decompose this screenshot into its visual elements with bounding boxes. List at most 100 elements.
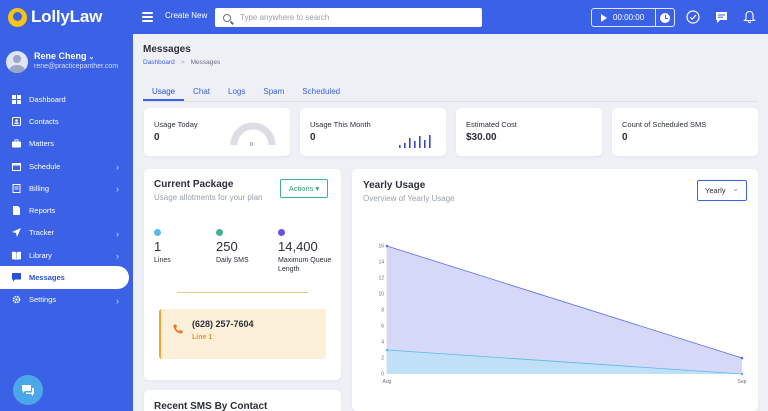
chevron-right-icon: ›: [116, 161, 119, 172]
status-dot: [216, 229, 223, 236]
stat-label: Usage This Month: [310, 120, 371, 129]
mini-bar-chart: [399, 135, 431, 148]
x-tick-label: Aug: [383, 379, 392, 385]
library-icon: [12, 251, 21, 260]
logo[interactable]: LollyLaw: [8, 7, 102, 27]
sidebar-nav: Dashboard Contacts Matters Schedule › Billing…: [0, 88, 133, 311]
create-new-button[interactable]: Create New: [165, 11, 208, 20]
phone-line-card[interactable]: (628) 257-7604 Line 1: [159, 309, 326, 359]
play-icon[interactable]: [601, 13, 607, 22]
card-subtitle: Overview of Yearly Usage: [363, 194, 455, 203]
y-tick-label: 2: [381, 356, 384, 362]
tracker-icon: [12, 228, 21, 238]
sidebar-item-label: Contacts: [29, 116, 59, 126]
current-package-card: Current Package Usage allotments for you…: [144, 169, 341, 380]
search-input[interactable]: [240, 13, 470, 22]
tab-logs[interactable]: Logs: [228, 87, 246, 96]
y-tick-label: 8: [381, 308, 384, 314]
chevron-down-icon[interactable]: ⌄: [88, 54, 95, 61]
card-title: Current Package: [154, 179, 234, 190]
sidebar-item-label: Settings: [29, 295, 57, 305]
sidebar-item-tracker[interactable]: Tracker ›: [0, 222, 133, 244]
messages-icon: [12, 273, 21, 282]
sidebar-item-settings[interactable]: Settings ›: [0, 289, 133, 311]
metric-label: Lines: [154, 257, 171, 264]
top-bar: LollyLaw Create New 00:00:00: [0, 0, 768, 34]
tab-spam[interactable]: Spam: [263, 87, 285, 96]
sidebar-item-label: Schedule: [29, 161, 61, 171]
sidebar-item-label: Billing: [29, 183, 50, 193]
message-icon[interactable]: [713, 9, 729, 25]
gauge-value: 0: [250, 142, 253, 148]
period-select[interactable]: Yearly ⌄: [697, 180, 747, 201]
gear-icon: [12, 295, 21, 304]
tab-chat[interactable]: Chat: [193, 87, 211, 96]
user-profile[interactable]: Rene Cheng ⌄ rene@practicepanther.com: [6, 51, 118, 73]
y-tick-label: 0: [381, 372, 384, 378]
check-circle-icon[interactable]: [685, 9, 701, 25]
sidebar-item-schedule[interactable]: Schedule ›: [0, 155, 133, 177]
card-subtitle: Usage allotments for your plan: [154, 193, 263, 202]
card-title: Recent SMS By Contact: [154, 401, 268, 411]
phone-number: (628) 257-7604: [192, 319, 254, 329]
calendar-icon: [12, 162, 21, 171]
tab-scheduled[interactable]: Scheduled: [302, 87, 341, 96]
yearly-usage-card: Yearly Usage Overview of Yearly Usage Ye…: [352, 169, 758, 411]
hamburger-menu-icon[interactable]: [142, 12, 153, 22]
sidebar-item-contacts[interactable]: Contacts: [0, 110, 133, 132]
sidebar-item-label: Matters: [29, 139, 55, 149]
y-tick-label: 10: [378, 292, 384, 298]
stat-value: $30.00: [466, 132, 497, 143]
sidebar-item-billing[interactable]: Billing ›: [0, 177, 133, 199]
avatar[interactable]: [6, 51, 28, 73]
tab-usage[interactable]: Usage: [143, 81, 185, 101]
y-tick-label: 4: [381, 340, 384, 346]
recent-sms-card: Recent SMS By Contact: [144, 390, 341, 411]
briefcase-icon: [12, 139, 21, 148]
metric-daily-sms: 250 Daily SMS: [216, 229, 249, 265]
tabs-divider: [143, 101, 758, 102]
series-area-0: [387, 246, 742, 374]
search-bar[interactable]: [215, 8, 482, 27]
divider: [177, 292, 308, 293]
sidebar-item-reports[interactable]: Reports: [0, 199, 133, 221]
breadcrumb-link-dashboard[interactable]: Dashboard: [143, 59, 175, 66]
contacts-icon: [12, 116, 21, 126]
metric-value: 1: [154, 239, 162, 254]
timer-widget[interactable]: 00:00:00: [591, 8, 675, 27]
data-point: [740, 356, 744, 360]
chevron-down-icon: ⌄: [732, 184, 739, 193]
data-point: [385, 348, 389, 352]
sidebar-item-label: Reports: [29, 206, 56, 216]
breadcrumb: Dashboard > Messages: [143, 59, 220, 66]
chevron-right-icon: ›: [116, 228, 119, 239]
breadcrumb-current: Messages: [190, 59, 221, 66]
y-tick-label: 16: [378, 244, 384, 250]
bell-icon[interactable]: [741, 9, 757, 25]
timer-clock-button[interactable]: [655, 9, 674, 26]
sidebar-item-dashboard[interactable]: Dashboard: [0, 88, 133, 110]
logo-text: LollyLaw: [31, 7, 103, 26]
stat-value: 0: [310, 132, 316, 143]
chat-fab-button[interactable]: [13, 375, 43, 405]
sidebar: Rene Cheng ⌄ rene@practicepanther.com Das…: [0, 34, 133, 411]
stat-label: Count of Scheduled SMS: [622, 120, 707, 129]
metric-lines: 1 Lines: [154, 229, 171, 265]
status-dot: [278, 229, 285, 236]
page-title: Messages: [143, 44, 191, 55]
x-tick-label: Sep: [738, 379, 747, 385]
actions-button[interactable]: Actions ▾: [280, 179, 328, 198]
period-select-value: Yearly: [705, 186, 726, 195]
logo-icon: [8, 7, 27, 27]
chevron-right-icon: ›: [116, 184, 119, 195]
billing-icon: [12, 183, 21, 193]
sidebar-item-library[interactable]: Library ›: [0, 244, 133, 266]
sidebar-item-matters[interactable]: Matters: [0, 133, 133, 155]
stat-card-estimated-cost: Estimated Cost $30.00: [456, 108, 602, 156]
stat-label: Usage Today: [154, 120, 198, 129]
sidebar-item-label: Messages: [29, 273, 65, 283]
sidebar-item-messages[interactable]: Messages: [0, 266, 129, 289]
phone-line-label: Line 1: [192, 334, 213, 341]
sidebar-item-label: Library: [29, 250, 52, 260]
chevron-right-icon: ›: [116, 295, 119, 306]
